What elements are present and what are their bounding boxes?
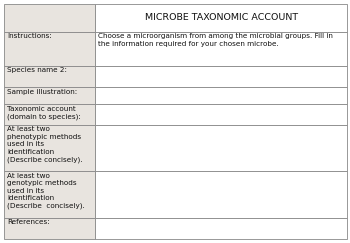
Text: At least two
phenotypic methods
used in its
identification
(Describe concisely).: At least two phenotypic methods used in … [7,126,83,163]
Bar [95,66,347,87]
Bar [4,66,95,87]
Bar [95,104,347,125]
Text: Instructions:: Instructions: [7,33,52,39]
Bar [4,4,95,32]
Text: Taxonomic account
(domain to species):: Taxonomic account (domain to species): [7,106,81,120]
Text: MICROBE TAXONOMIC ACCOUNT: MICROBE TAXONOMIC ACCOUNT [145,13,298,22]
Text: References:: References: [7,219,50,225]
Text: Species name 2:: Species name 2: [7,67,67,73]
Bar [95,87,347,104]
Text: Choose a microorganism from among the microbial groups. Fill in
the information : Choose a microorganism from among the mi… [98,33,333,46]
Text: Sample illustration:: Sample illustration: [7,89,77,95]
Bar [4,32,95,66]
Bar [95,171,347,218]
Bar [4,171,95,218]
Bar [95,4,347,32]
Bar [4,218,95,239]
Bar [95,125,347,171]
Text: At least two
genotypic methods
used in its
identification
(Describe  concisely).: At least two genotypic methods used in i… [7,173,85,209]
Bar [4,104,95,125]
Bar [95,218,347,239]
Bar [4,87,95,104]
Bar [95,32,347,66]
Bar [4,125,95,171]
